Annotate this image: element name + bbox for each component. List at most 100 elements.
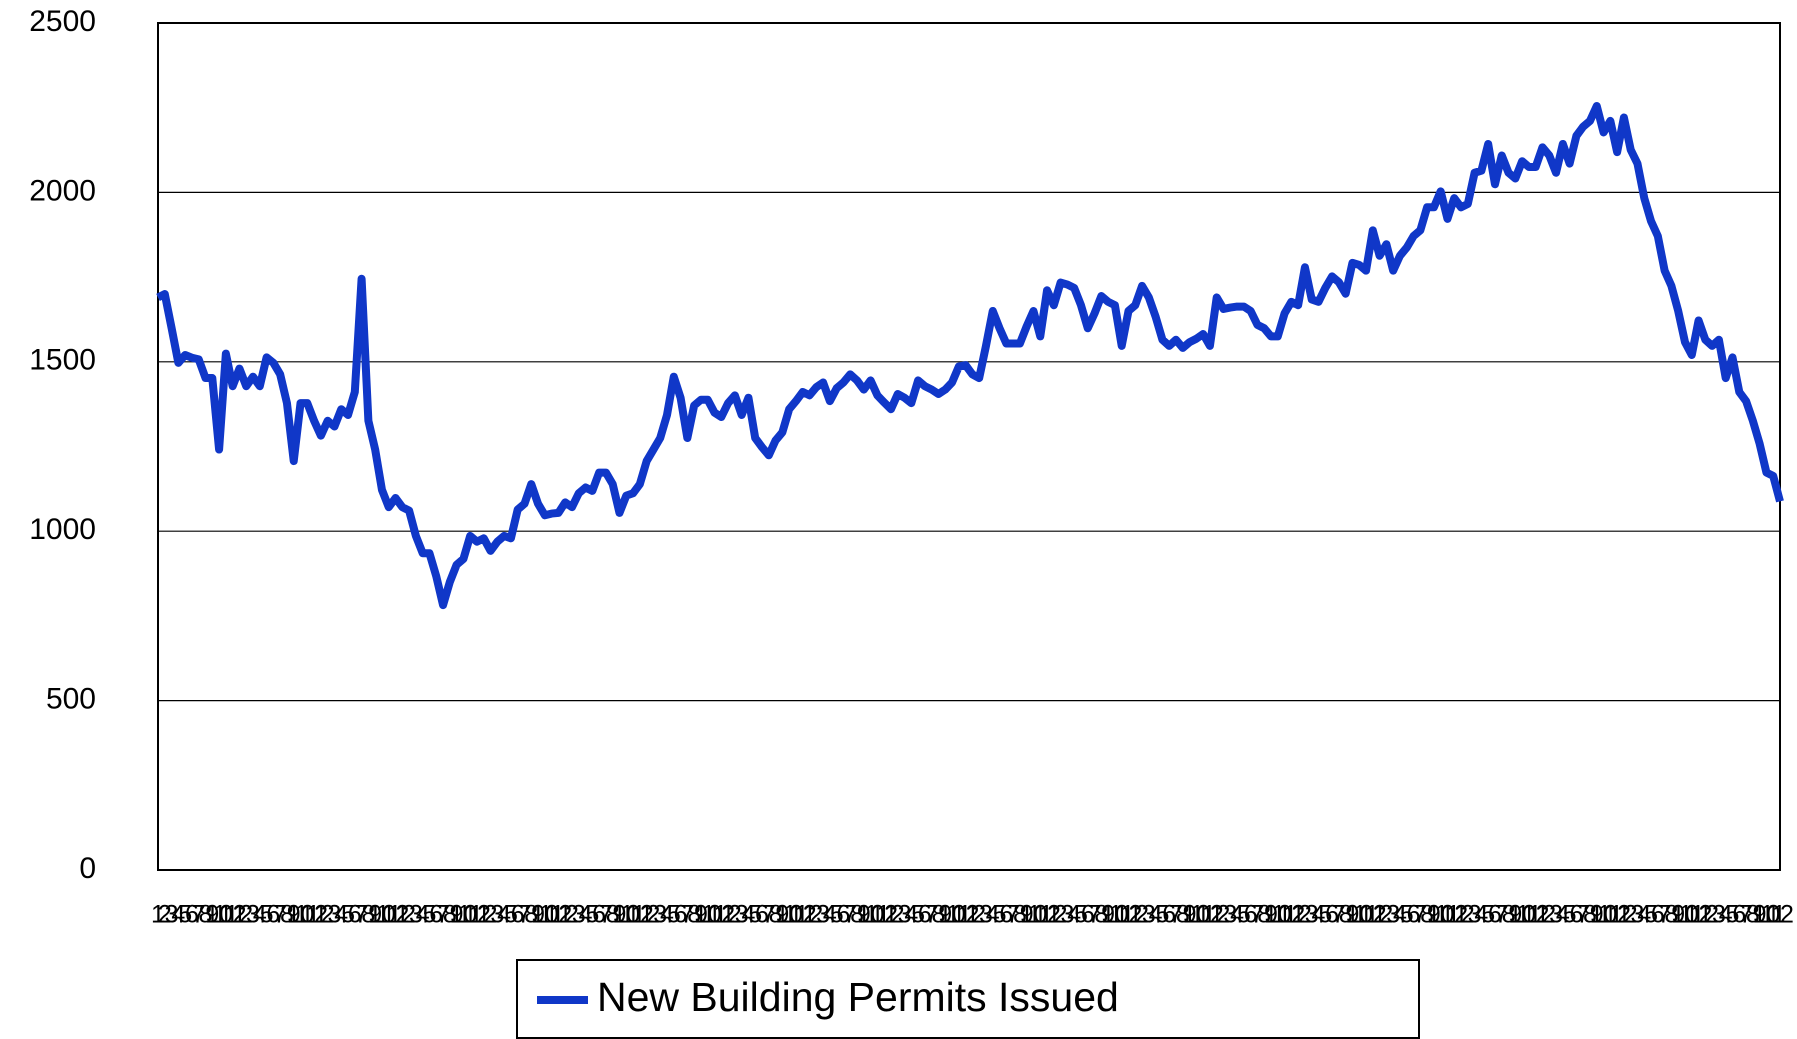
x-tick-label: 1 (1698, 901, 1712, 929)
x-tick-label: 7 (1413, 901, 1427, 929)
x-tick-label: 4 (253, 901, 267, 929)
x-tick-label: 5 (423, 901, 437, 929)
x-tick-label: 8 (280, 901, 294, 929)
x-tick-label: 2 (972, 901, 986, 929)
x-tick-label: 10 (1182, 901, 1210, 929)
x-tick-label: 4 (823, 901, 837, 929)
x-tick-label: 9 (1753, 901, 1767, 929)
x-tick-label: 11 (376, 901, 402, 929)
x-tick-label: 12 (1359, 901, 1387, 929)
x-tick-label: 2 (1217, 901, 1231, 929)
x-tick-label: 10 (1264, 901, 1292, 929)
x-tick-label: 11 (457, 901, 483, 929)
x-tick-label: 9 (938, 901, 952, 929)
x-tick-label: 1 (232, 901, 246, 929)
x-tick-label: 11 (1190, 901, 1216, 929)
x-tick-label: 7 (273, 901, 287, 929)
x-tick-label: 6 (1732, 901, 1746, 929)
x-tick-label: 1 (1291, 901, 1305, 929)
x-tick-label: 3 (1060, 901, 1074, 929)
x-tick-label: 5 (504, 901, 518, 929)
x-tick-label: 11 (1272, 901, 1298, 929)
x-tick-label: 12 (1115, 901, 1143, 929)
x-tick-label: 7 (192, 901, 206, 929)
x-tick-label: 5 (1155, 901, 1169, 929)
x-tick-label: 2 (728, 901, 742, 929)
x-tick-label: 5 (260, 901, 274, 929)
x-tick-label: 7 (1250, 901, 1264, 929)
x-tick-label: 6 (1407, 901, 1421, 929)
x-tick-label: 4 (1637, 901, 1651, 929)
x-tick-label: 9 (287, 901, 301, 929)
x-tick-label: 12 (1685, 901, 1713, 929)
x-tick-label: 6 (592, 901, 606, 929)
x-tick-label: 2 (1461, 901, 1475, 929)
x-tick-label: 4 (1067, 901, 1081, 929)
x-tick-label: 3 (1223, 901, 1237, 929)
x-tick-label: 2 (402, 901, 416, 929)
x-tick-label: 11 (1027, 901, 1053, 929)
y-tick-label: 2000 (29, 174, 96, 207)
x-tick-label: 10 (531, 901, 559, 929)
x-tick-label: 11 (946, 901, 972, 929)
x-tick-label: 5 (993, 901, 1007, 929)
x-tick-label: 5 (667, 901, 681, 929)
x-tick-label: 6 (1244, 901, 1258, 929)
x-tick-label: 1 (1128, 901, 1142, 929)
x-tick-label: 9 (1427, 901, 1441, 929)
legend: New Building Permits Issued (516, 959, 1420, 1039)
x-tick-label: 8 (687, 901, 701, 929)
x-tick-label: 6 (1651, 901, 1665, 929)
x-tick-label: 3 (1631, 901, 1645, 929)
x-tick-label: 9 (1020, 901, 1034, 929)
x-tick-label: 7 (762, 901, 776, 929)
x-tick-label: 11 (1516, 901, 1542, 929)
x-tick-label: 3 (572, 901, 586, 929)
x-tick-label: 7 (843, 901, 857, 929)
x-tick-label: 3 (653, 901, 667, 929)
x-tick-label: 10 (368, 901, 396, 929)
x-tick-label: 1 (1047, 901, 1061, 929)
x-tick-label: 7 (355, 901, 369, 929)
x-tick-label: 7 (436, 901, 450, 929)
x-tick-label: 6 (266, 901, 280, 929)
x-tick-label: 6 (1488, 901, 1502, 929)
x-tick-label: 8 (606, 901, 620, 929)
x-tick-label: 9 (450, 901, 464, 929)
x-tick-label: 7 (1088, 901, 1102, 929)
x-tick-label: 1 (884, 901, 898, 929)
x-tick-label: 8 (769, 901, 783, 929)
x-tick-label: 6 (755, 901, 769, 929)
x-tick-label: 9 (205, 901, 219, 929)
x-tick-label: 3 (1142, 901, 1156, 929)
x-tick-label: 1 (395, 901, 409, 929)
x-tick-label: 12 (1766, 901, 1794, 929)
x-tick-label: 12 (707, 901, 735, 929)
x-tick-label: 5 (1400, 901, 1414, 929)
x-tick-label: 8 (850, 901, 864, 929)
x-tick-label: 9 (613, 901, 627, 929)
x-tick-label: 12 (219, 901, 247, 929)
x-tick-label: 8 (1013, 901, 1027, 929)
x-tick-label: 6 (185, 901, 199, 929)
data-line (156, 102, 1784, 610)
x-tick-label: 2 (321, 901, 335, 929)
x-tick-label: 3 (490, 901, 504, 929)
y-tick-label: 2500 (29, 5, 96, 38)
x-tick-label: 10 (1020, 901, 1048, 929)
x-tick-label: 8 (524, 901, 538, 929)
x-tick-label: 2 (891, 901, 905, 929)
x-tick-label: 4 (579, 901, 593, 929)
x-tick-label: 8 (1502, 901, 1516, 929)
x-tick-label: 4 (741, 901, 755, 929)
x-tick-label: 12 (1033, 901, 1061, 929)
y-tick-label: 1000 (29, 513, 96, 546)
x-tick-label: 9 (1345, 901, 1359, 929)
x-tick-label: 6 (1569, 901, 1583, 929)
x-tick-label: 8 (932, 901, 946, 929)
x-tick-label: 1 (803, 901, 817, 929)
x-tick-label: 6 (511, 901, 525, 929)
x-tick-label: 8 (1094, 901, 1108, 929)
